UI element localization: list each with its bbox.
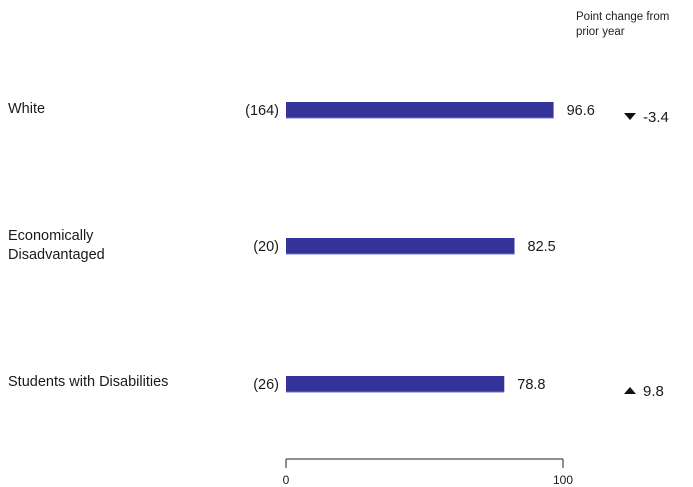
bar-2 [286, 376, 505, 392]
category-label-economically-disadvantaged: Economically Disadvantaged [8, 228, 105, 263]
value-label-0: 96.6 [567, 103, 595, 119]
bar-0 [286, 102, 554, 118]
change-up-icon-2 [624, 387, 636, 394]
x-tick-label-1: 100 [553, 473, 573, 487]
change-label-2: 9.8 [643, 383, 664, 400]
category-label-white: White [8, 101, 46, 117]
category-label-students-with-disabilities: Students with Disabilities [8, 374, 169, 390]
change-column-header: Point change from prior year [576, 11, 670, 38]
bar-1 [286, 238, 515, 254]
count-label-0: (164) [245, 103, 279, 119]
x-tick-label-0: 0 [283, 473, 290, 487]
value-label-1: 82.5 [528, 239, 556, 255]
count-label-1: (20) [253, 239, 279, 255]
change-down-icon-0 [624, 113, 636, 120]
change-label-0: -3.4 [643, 109, 669, 126]
count-label-2: (26) [253, 377, 279, 393]
value-label-2: 78.8 [517, 377, 545, 393]
